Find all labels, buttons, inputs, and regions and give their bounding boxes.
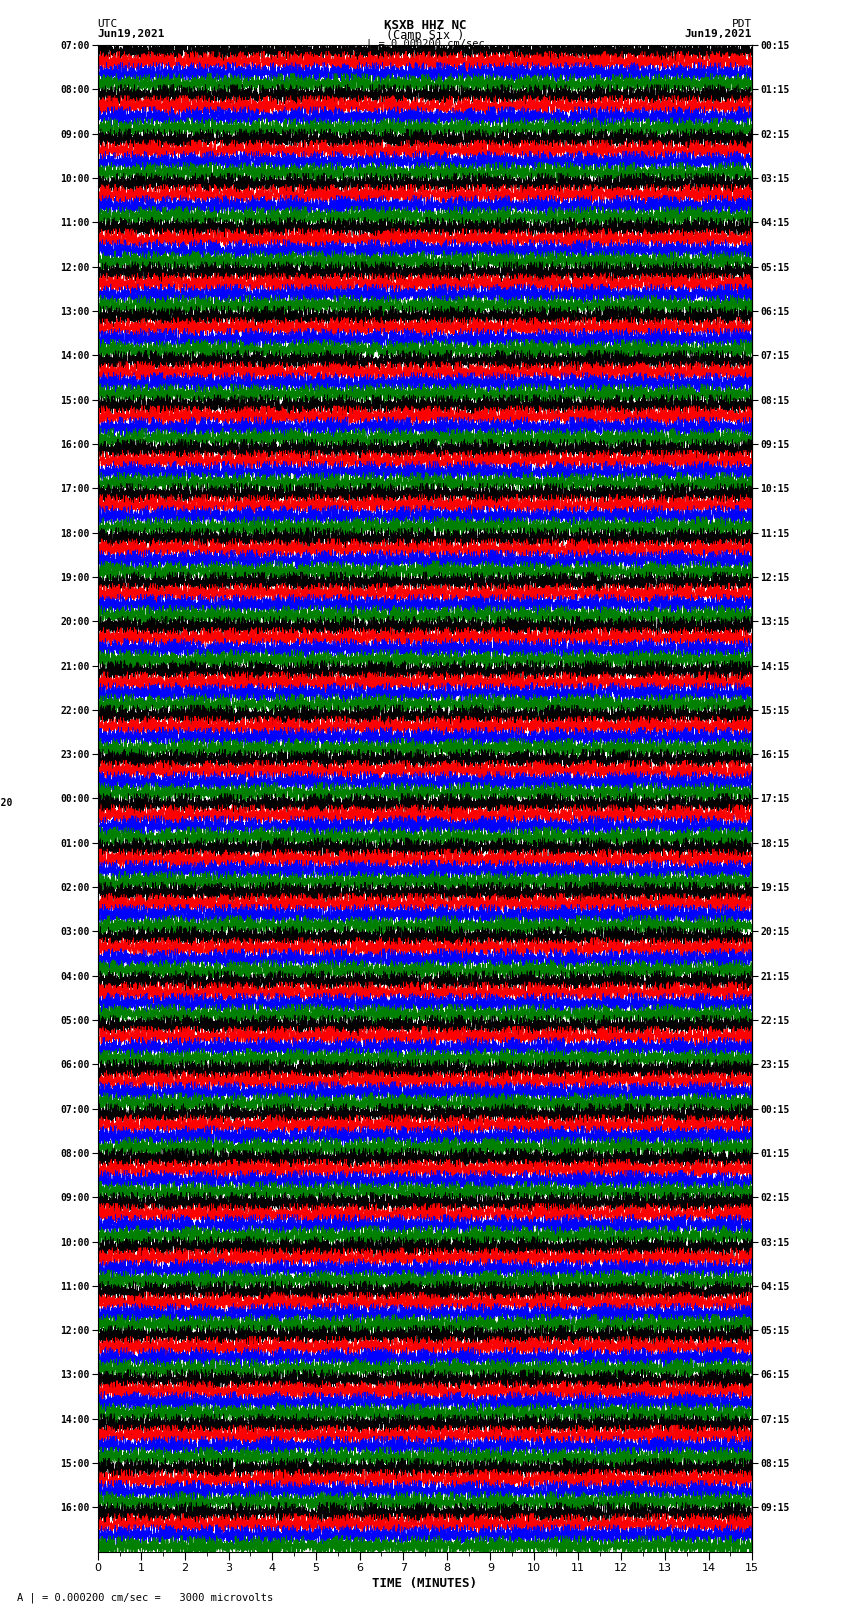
Text: UTC: UTC [98,19,118,29]
Text: KSXB HHZ NC: KSXB HHZ NC [383,19,467,32]
Text: (Camp Six ): (Camp Six ) [386,29,464,42]
Text: | = 0.000200 cm/sec: | = 0.000200 cm/sec [366,39,484,50]
Text: Jun20: Jun20 [0,798,13,808]
Text: A | = 0.000200 cm/sec =   3000 microvolts: A | = 0.000200 cm/sec = 3000 microvolts [17,1592,273,1603]
Text: Jun19,2021: Jun19,2021 [685,29,752,39]
Text: Jun19,2021: Jun19,2021 [98,29,165,39]
X-axis label: TIME (MINUTES): TIME (MINUTES) [372,1578,478,1590]
Text: PDT: PDT [732,19,752,29]
